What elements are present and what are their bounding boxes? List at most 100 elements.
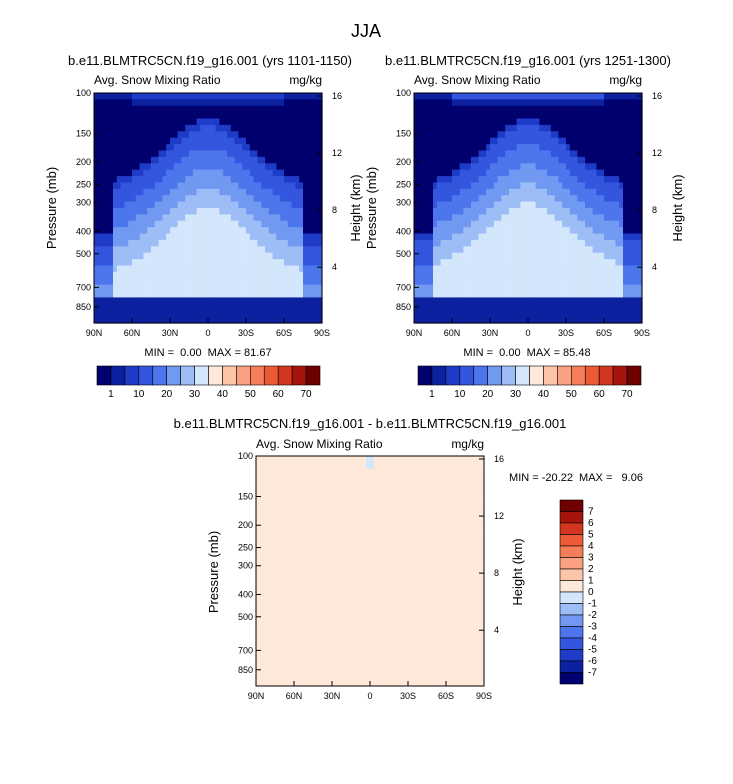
- panel-2-cell: [562, 208, 567, 215]
- panel-1-cell: [128, 291, 133, 299]
- panel-1-cell: [170, 163, 175, 171]
- panel-1-cell: [139, 310, 144, 318]
- panel-2-cell: [550, 239, 556, 247]
- panel-3-cell: [332, 481, 337, 489]
- panel-1-cell: [173, 316, 179, 324]
- panel-1-cell: [249, 220, 255, 228]
- panel-2-cell: [535, 259, 540, 267]
- panel-2-cell: [569, 303, 575, 311]
- panel-2-cell: [467, 93, 472, 100]
- panel-1-cell: [185, 188, 190, 196]
- panel-1-cell: [230, 176, 236, 184]
- panel-2-cell: [615, 316, 620, 324]
- panel-2-cell: [554, 137, 559, 145]
- panel-2-cell: [588, 169, 594, 177]
- panel-3-cell: [362, 500, 367, 508]
- panel-1-cell: [162, 284, 167, 292]
- panel-2-cell: [509, 93, 514, 100]
- panel-1-cell: [139, 93, 144, 100]
- panel-1-cell: [276, 144, 281, 152]
- panel-2-cell: [550, 131, 556, 139]
- panel-1-cell: [158, 131, 163, 139]
- panel-1-cell: [101, 214, 106, 222]
- panel-2-cell: [566, 137, 571, 145]
- panel-1-cell: [135, 93, 141, 100]
- panel-1-cell: [158, 201, 163, 209]
- panel-1-cell: [185, 163, 190, 171]
- panel-1-cell: [177, 163, 182, 171]
- panel-1-cell: [200, 316, 205, 324]
- panel-2-cell: [577, 297, 582, 305]
- panel-1-cell: [238, 297, 243, 305]
- panel-2-cell: [486, 112, 491, 120]
- panel-1-cell: [234, 131, 239, 139]
- panel-2-cell: [490, 297, 495, 305]
- panel-2-cell: [592, 310, 597, 318]
- panel-3-cell: [373, 456, 379, 463]
- panel-2-cell: [452, 265, 457, 273]
- panel-2-cell: [425, 278, 430, 286]
- panel-1-cell: [132, 316, 137, 324]
- panel-2-cell: [634, 291, 639, 299]
- panel-1-cell: [223, 208, 228, 215]
- panel-3-cell: [347, 462, 352, 470]
- panel-2-cell: [459, 118, 464, 126]
- panel-1-cell: [230, 112, 236, 120]
- panel-2-cell: [543, 278, 548, 286]
- panel-1-cell: [177, 105, 182, 113]
- panel-2-cell: [417, 297, 423, 305]
- panel-2-cell: [512, 118, 518, 126]
- panel-1-cell: [185, 246, 190, 254]
- panel-1-cell: [101, 246, 106, 254]
- panel-1-cell: [208, 227, 213, 235]
- panel-1-cell: [276, 227, 281, 235]
- panel-3-cell: [415, 500, 420, 508]
- panel-3-cell: [362, 481, 367, 489]
- panel-1-cell: [105, 105, 110, 113]
- panel-2-cell: [547, 297, 552, 305]
- panel-1-cell: [143, 144, 148, 152]
- panel-2-cell: [501, 150, 506, 158]
- panel-1-cell: [208, 297, 213, 305]
- panel-2: b.e11.BLMTRC5CN.f19_g16.001 (yrs 1251-13…: [364, 53, 685, 359]
- panel-2-ytick-label: 400: [396, 226, 411, 236]
- panel-1-cell: [166, 278, 171, 286]
- panel-3-cell: [396, 507, 401, 515]
- panel-2-cell: [448, 144, 453, 152]
- panel-1-cell: [253, 124, 258, 132]
- panel-1-cell: [173, 310, 179, 318]
- panel-1-cell: [192, 163, 198, 171]
- panel-3-cell: [297, 487, 303, 495]
- panel-2-cell: [600, 265, 605, 273]
- panel-3-cell: [282, 507, 287, 515]
- panel-3-cell: [278, 487, 284, 495]
- panel-2-cell: [543, 265, 548, 273]
- panel-1-cell: [128, 303, 133, 311]
- panel-1-cell: [291, 150, 296, 158]
- panel-2-cell: [433, 118, 438, 126]
- panel-2-cell: [623, 137, 628, 145]
- panel-2-cell: [486, 239, 491, 247]
- panel-2-cell: [459, 176, 464, 184]
- panel-1-ytick-label: 100: [76, 88, 91, 98]
- panel-2-cell: [596, 163, 601, 171]
- colorbar-1-swatch: [263, 365, 279, 386]
- panel-3-cell: [278, 468, 284, 476]
- panel-1-cell: [303, 195, 308, 203]
- panel-2-cell: [581, 265, 586, 273]
- panel-1-cell: [227, 278, 232, 286]
- panel-1-cell: [200, 227, 205, 235]
- panel-1-cell: [189, 105, 194, 113]
- panel-1-cell: [280, 195, 285, 203]
- panel-1-cell: [170, 144, 175, 152]
- panel-1-cell: [151, 131, 156, 139]
- panel-2-cell: [493, 150, 499, 158]
- panel-1-cell: [291, 239, 296, 247]
- panel-3-cell: [358, 462, 363, 470]
- panel-3-cell: [468, 494, 474, 502]
- panel-1-cell: [177, 271, 182, 279]
- panel-1-cell: [238, 303, 243, 311]
- panel-1-cell: [101, 284, 106, 292]
- panel-3-cell: [476, 468, 481, 476]
- panel-2-cell: [615, 156, 620, 164]
